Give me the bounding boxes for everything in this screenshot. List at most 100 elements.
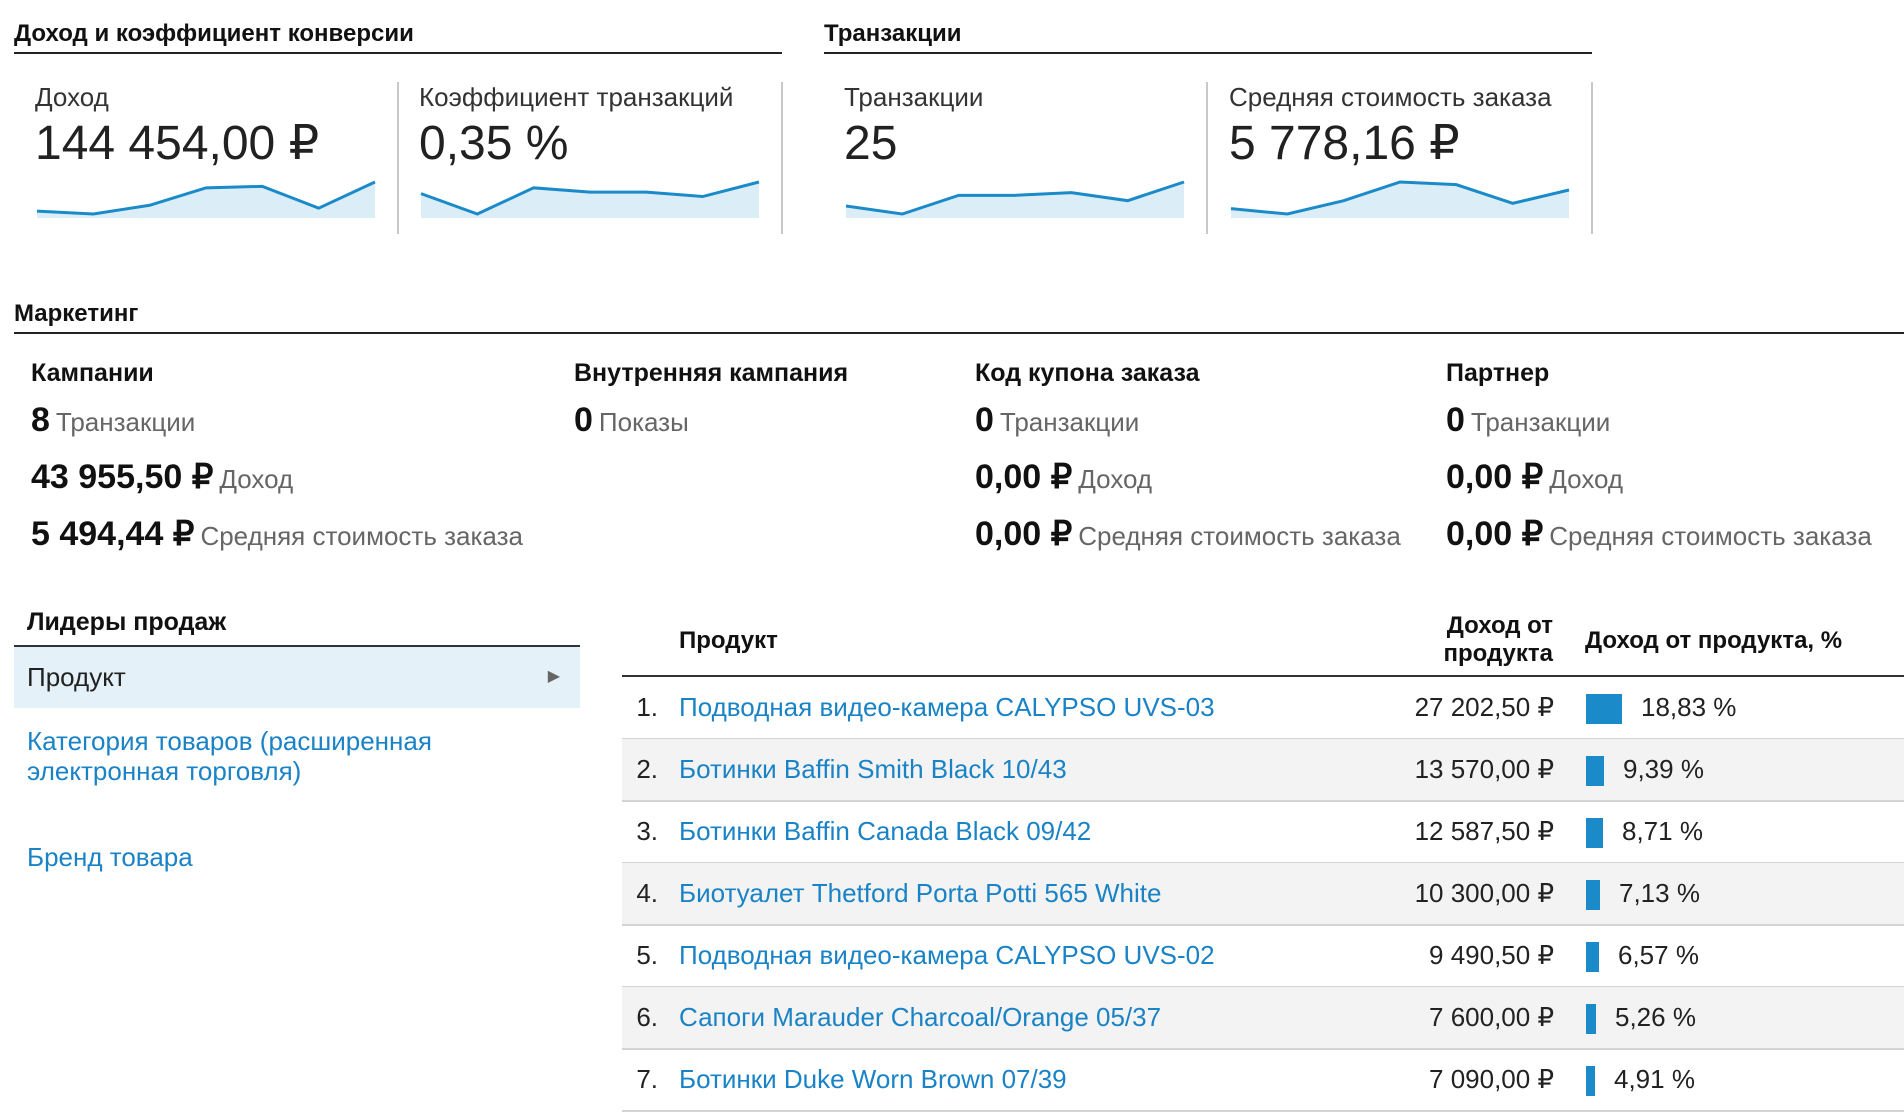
dimension-product-category[interactable]: Категория товаров (расширенная электронн…: [27, 726, 432, 786]
row-revenue: 27 202,50 ₽: [1414, 692, 1554, 722]
metric-value: 5 494,44 ₽: [31, 515, 195, 553]
row-share: 18,83 %: [1641, 692, 1737, 722]
row-rank: 4.: [636, 878, 658, 908]
product-link[interactable]: Ботинки Baffin Canada Black 09/42: [679, 816, 1092, 846]
section-title-conversion: Доход и коэффициент конверсии: [14, 20, 782, 54]
share-bar: [1586, 880, 1600, 910]
kpi-value: 5 778,16 ₽: [1229, 117, 1460, 170]
marketing-metric[interactable]: 5 494,44 ₽ Средняя стоимость заказа: [31, 516, 523, 559]
marketing-title: Код купона заказа: [975, 359, 1200, 387]
marketing-metric[interactable]: 0,00 ₽ Средняя стоимость заказа: [1446, 516, 1872, 559]
kpi-transaction-rate[interactable]: Коэффициент транзакций 0,35 %: [419, 82, 764, 218]
row-share: 4,91 %: [1614, 1064, 1695, 1094]
section-title-marketing: Маркетинг: [14, 300, 1904, 334]
metric-label: Доход: [1078, 464, 1153, 494]
marketing-metric[interactable]: 8 Транзакции: [31, 402, 523, 445]
marketing-internal-campaign: Внутренняя кампания 0 Показы: [574, 358, 848, 445]
sparkline-area: [37, 182, 375, 218]
product-link[interactable]: Ботинки Duke Worn Brown 07/39: [679, 1064, 1067, 1094]
kpi-revenue[interactable]: Доход 144 454,00 ₽: [35, 82, 380, 218]
metric-value: 0,00 ₽: [1446, 458, 1544, 496]
marketing-metric[interactable]: 0,00 ₽ Доход: [1446, 459, 1872, 502]
marketing-title: Партнер: [1446, 359, 1550, 387]
marketing-metric[interactable]: 0 Транзакции: [975, 402, 1401, 445]
kpi-value: 144 454,00 ₽: [35, 117, 320, 170]
metric-label: Средняя стоимость заказа: [200, 521, 523, 551]
kpi-label: Средняя стоимость заказа: [1229, 82, 1552, 112]
row-share: 9,39 %: [1623, 754, 1704, 784]
metric-label: Показы: [598, 407, 689, 437]
column-header-revenue[interactable]: Доход от продукта: [1400, 612, 1554, 668]
product-link[interactable]: Подводная видео-камера CALYPSO UVS-03: [679, 692, 1215, 722]
table-row: 5. Подводная видео-камера CALYPSO UVS-02 9…: [622, 925, 1904, 988]
metric-label: Средняя стоимость заказа: [1549, 521, 1872, 551]
metric-value: 0: [1446, 401, 1465, 439]
kpi-label: Доход: [35, 82, 109, 112]
row-revenue: 10 300,00 ₽: [1414, 878, 1554, 908]
metric-label: Доход: [1549, 464, 1624, 494]
row-rank: 6.: [636, 1002, 658, 1032]
table-row: 7. Ботинки Duke Worn Brown 07/39 7 090,00 …: [622, 1049, 1904, 1112]
row-share: 8,71 %: [1622, 816, 1703, 846]
metric-value: 0,00 ₽: [975, 458, 1073, 496]
column-header-share[interactable]: Доход от продукта, %: [1585, 627, 1843, 654]
sparkline: [1230, 180, 1570, 218]
kpi-label: Транзакции: [844, 82, 984, 112]
share-bar: [1586, 818, 1603, 848]
marketing-metric[interactable]: 0,00 ₽ Доход: [975, 459, 1401, 502]
divider: [397, 82, 399, 234]
share-bar: [1586, 756, 1604, 786]
marketing-title: Внутренняя кампания: [574, 359, 849, 387]
product-link[interactable]: Подводная видео-камера CALYPSO UVS-02: [679, 940, 1215, 970]
sparkline-line: [420, 180, 760, 216]
share-bar: [1586, 1066, 1595, 1096]
product-link[interactable]: Биотуалет Thetford Porta Potti 565 White: [679, 878, 1162, 908]
marketing-campaigns: Кампании 8 Транзакции 43 955,50 ₽ Доход 5 …: [31, 358, 523, 559]
metric-label: Транзакции: [999, 407, 1140, 437]
kpi-avg-order-value[interactable]: Средняя стоимость заказа 5 778,16 ₽: [1229, 82, 1574, 218]
metric-value: 0,00 ₽: [1446, 515, 1544, 553]
row-share: 7,13 %: [1619, 878, 1700, 908]
row-rank: 7.: [636, 1064, 658, 1094]
table-row: 4. Биотуалет Thetford Porta Potti 565 Whi…: [622, 863, 1904, 926]
header-line: Доход от: [1446, 612, 1553, 639]
dimension-product[interactable]: Продукт ▶: [14, 647, 580, 708]
metric-label: Средняя стоимость заказа: [1078, 521, 1401, 551]
sparkline-line: [36, 180, 376, 216]
divider: [14, 645, 580, 647]
marketing-metric[interactable]: 43 955,50 ₽ Доход: [31, 459, 523, 502]
dimension-brand[interactable]: Бренд товара: [27, 842, 193, 872]
product-link[interactable]: Сапоги Marauder Charcoal/Orange 05/37: [679, 1002, 1162, 1032]
divider: [1591, 82, 1593, 234]
product-link[interactable]: Ботинки Baffin Smith Black 10/43: [679, 754, 1067, 784]
marketing-title: Кампании: [31, 359, 154, 387]
table-row: 6. Сапоги Marauder Charcoal/Orange 05/37 7…: [622, 987, 1904, 1050]
row-revenue: 13 570,00 ₽: [1414, 754, 1554, 784]
marketing-metric[interactable]: 0 Показы: [574, 402, 848, 445]
metric-value: 43 955,50 ₽: [31, 458, 214, 496]
sparkline: [36, 180, 376, 218]
sparkline-area: [421, 182, 759, 218]
divider: [622, 675, 1904, 677]
metric-value: 0: [574, 401, 593, 439]
sparkline-line: [1230, 180, 1570, 216]
row-revenue: 12 587,50 ₽: [1414, 816, 1554, 846]
row-rank: 2.: [636, 754, 658, 784]
share-bar: [1586, 1004, 1596, 1034]
metric-value: 0: [975, 401, 994, 439]
divider: [1206, 82, 1208, 234]
share-bar: [1586, 942, 1599, 972]
share-bar: [1586, 694, 1622, 724]
kpi-transactions[interactable]: Транзакции 25: [844, 82, 1189, 218]
marketing-metric[interactable]: 0,00 ₽ Средняя стоимость заказа: [975, 516, 1401, 559]
marketing-affiliate: Партнер 0 Транзакции 0,00 ₽ Доход 0,00 ₽ Ср…: [1446, 358, 1872, 559]
row-share: 5,26 %: [1615, 1002, 1696, 1032]
sparkline: [845, 180, 1185, 218]
metric-label: Транзакции: [1470, 407, 1611, 437]
metric-label: Транзакции: [55, 407, 196, 437]
marketing-coupon-code: Код купона заказа 0 Транзакции 0,00 ₽ Дохо…: [975, 358, 1401, 559]
marketing-metric[interactable]: 0 Транзакции: [1446, 402, 1872, 445]
caret-right-icon: ▶: [547, 668, 560, 685]
sparkline-area: [1231, 182, 1569, 218]
column-header-product[interactable]: Продукт: [679, 627, 778, 654]
